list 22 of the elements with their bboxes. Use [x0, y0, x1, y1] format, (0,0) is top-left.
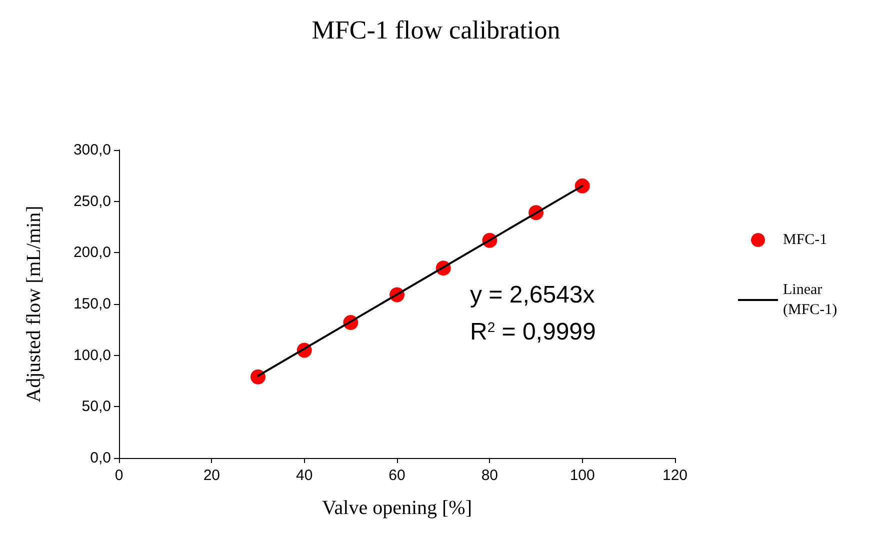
- y-tick-label: 100,0: [73, 346, 111, 364]
- x-tick-label: 40: [296, 467, 313, 484]
- y-tick-label: 200,0: [73, 244, 111, 262]
- y-tick-label: 300,0: [73, 142, 111, 158]
- y-tick-label: 50,0: [82, 398, 111, 416]
- legend-label: MFC-1: [783, 232, 828, 248]
- y-axis-title: Adjusted flow [mL/min]: [23, 206, 45, 402]
- x-tick-label: 80: [481, 467, 498, 484]
- legend-label: Linear (MFC-1): [783, 282, 838, 318]
- x-tick-label: 100: [570, 467, 595, 484]
- y-tick-label: 150,0: [73, 296, 111, 312]
- x-tick-label: 60: [388, 467, 406, 484]
- x-tick-label: 120: [662, 467, 688, 484]
- chart-title: MFC-1 flow calibration: [312, 16, 560, 44]
- point: [250, 369, 266, 384]
- y-tick-label: 0,0: [90, 450, 111, 466]
- x-tick-label: 0: [114, 467, 124, 484]
- annotation: y = 2,6543x: [470, 282, 595, 308]
- y-tick-label: 250,0: [73, 192, 111, 210]
- point: [574, 178, 590, 194]
- x-axis-title: Valve opening [%]: [322, 497, 472, 519]
- x-tick-label: 20: [203, 467, 220, 484]
